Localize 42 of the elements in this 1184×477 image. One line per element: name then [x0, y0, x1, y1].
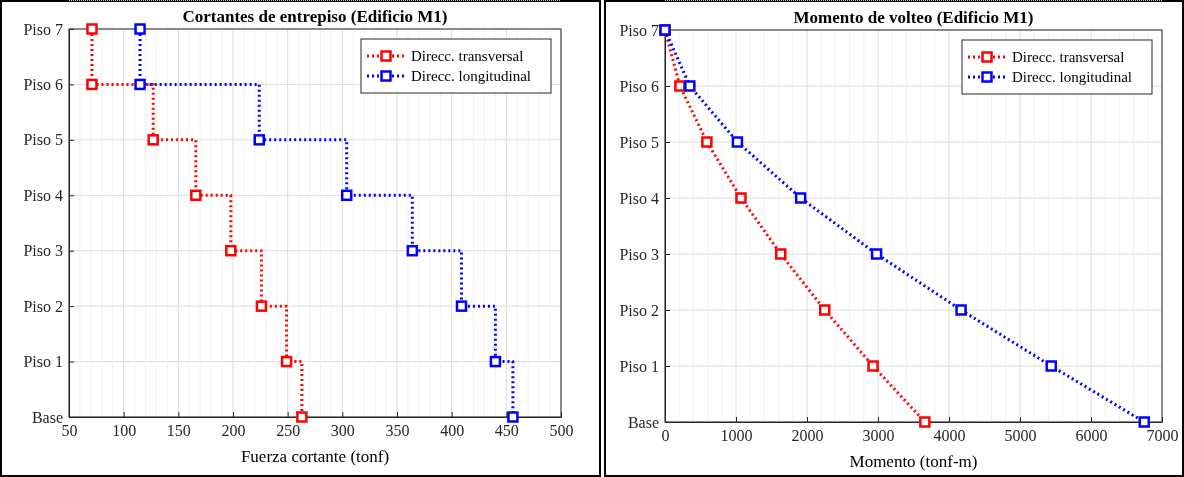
y-tick-label: Piso 6 — [619, 77, 659, 95]
legend-label: Direcc. transversal — [1012, 49, 1125, 65]
y-tick-label: Piso 5 — [619, 133, 659, 151]
y-tick-label: Base — [31, 408, 63, 426]
y-tick-label: Piso 2 — [619, 301, 659, 319]
y-tick-label: Piso 4 — [619, 189, 659, 207]
y-tick-label: Piso 3 — [23, 242, 63, 260]
x-tick-label: 400 — [440, 422, 465, 440]
y-tick-label: Piso 6 — [23, 76, 63, 94]
x-axis-title: Momento (tonf-m) — [849, 452, 978, 471]
y-tick-label: Piso 7 — [619, 21, 659, 39]
x-tick-label: 7000 — [1146, 427, 1179, 445]
y-tick-label: Piso 5 — [23, 131, 63, 149]
x-tick-label: 350 — [385, 422, 410, 440]
x-tick-label: 450 — [494, 422, 519, 440]
x-tick-label: 5000 — [1004, 427, 1037, 445]
x-tick-label: 4000 — [933, 427, 966, 445]
y-tick-label: Piso 2 — [23, 297, 63, 315]
x-tick-label: 250 — [276, 422, 301, 440]
x-tick-label: 100 — [112, 422, 137, 440]
x-tick-label: 1000 — [720, 427, 753, 445]
chart-title: Momento de volteo (Edificio M1) — [793, 8, 1034, 27]
x-tick-label: 2000 — [791, 427, 824, 445]
chart-title: Cortantes de entrepiso (Edificio M1) — [182, 7, 448, 26]
x-tick-label: 3000 — [862, 427, 895, 445]
x-tick-label: 0 — [661, 427, 670, 445]
x-tick-label: 150 — [166, 422, 191, 440]
legend-label: Direcc. transversal — [411, 48, 524, 64]
y-tick-label: Piso 4 — [23, 186, 63, 204]
x-tick-label: 200 — [221, 422, 246, 440]
legend-label: Direcc. longitudinal — [411, 68, 531, 84]
y-tick-label: Piso 3 — [619, 245, 659, 263]
y-tick-label: Piso 7 — [23, 20, 63, 38]
x-tick-label: 300 — [330, 422, 355, 440]
x-tick-label: 6000 — [1075, 427, 1108, 445]
x-tick-label: 500 — [549, 422, 574, 440]
y-tick-label: Base — [627, 413, 659, 431]
y-tick-label: Piso 1 — [619, 357, 659, 375]
legend-label: Direcc. longitudinal — [1012, 69, 1132, 85]
x-axis-title: Fuerza cortante (tonf) — [240, 447, 390, 466]
y-tick-label: Piso 1 — [23, 353, 63, 371]
x-tick-label: 50 — [61, 422, 78, 440]
